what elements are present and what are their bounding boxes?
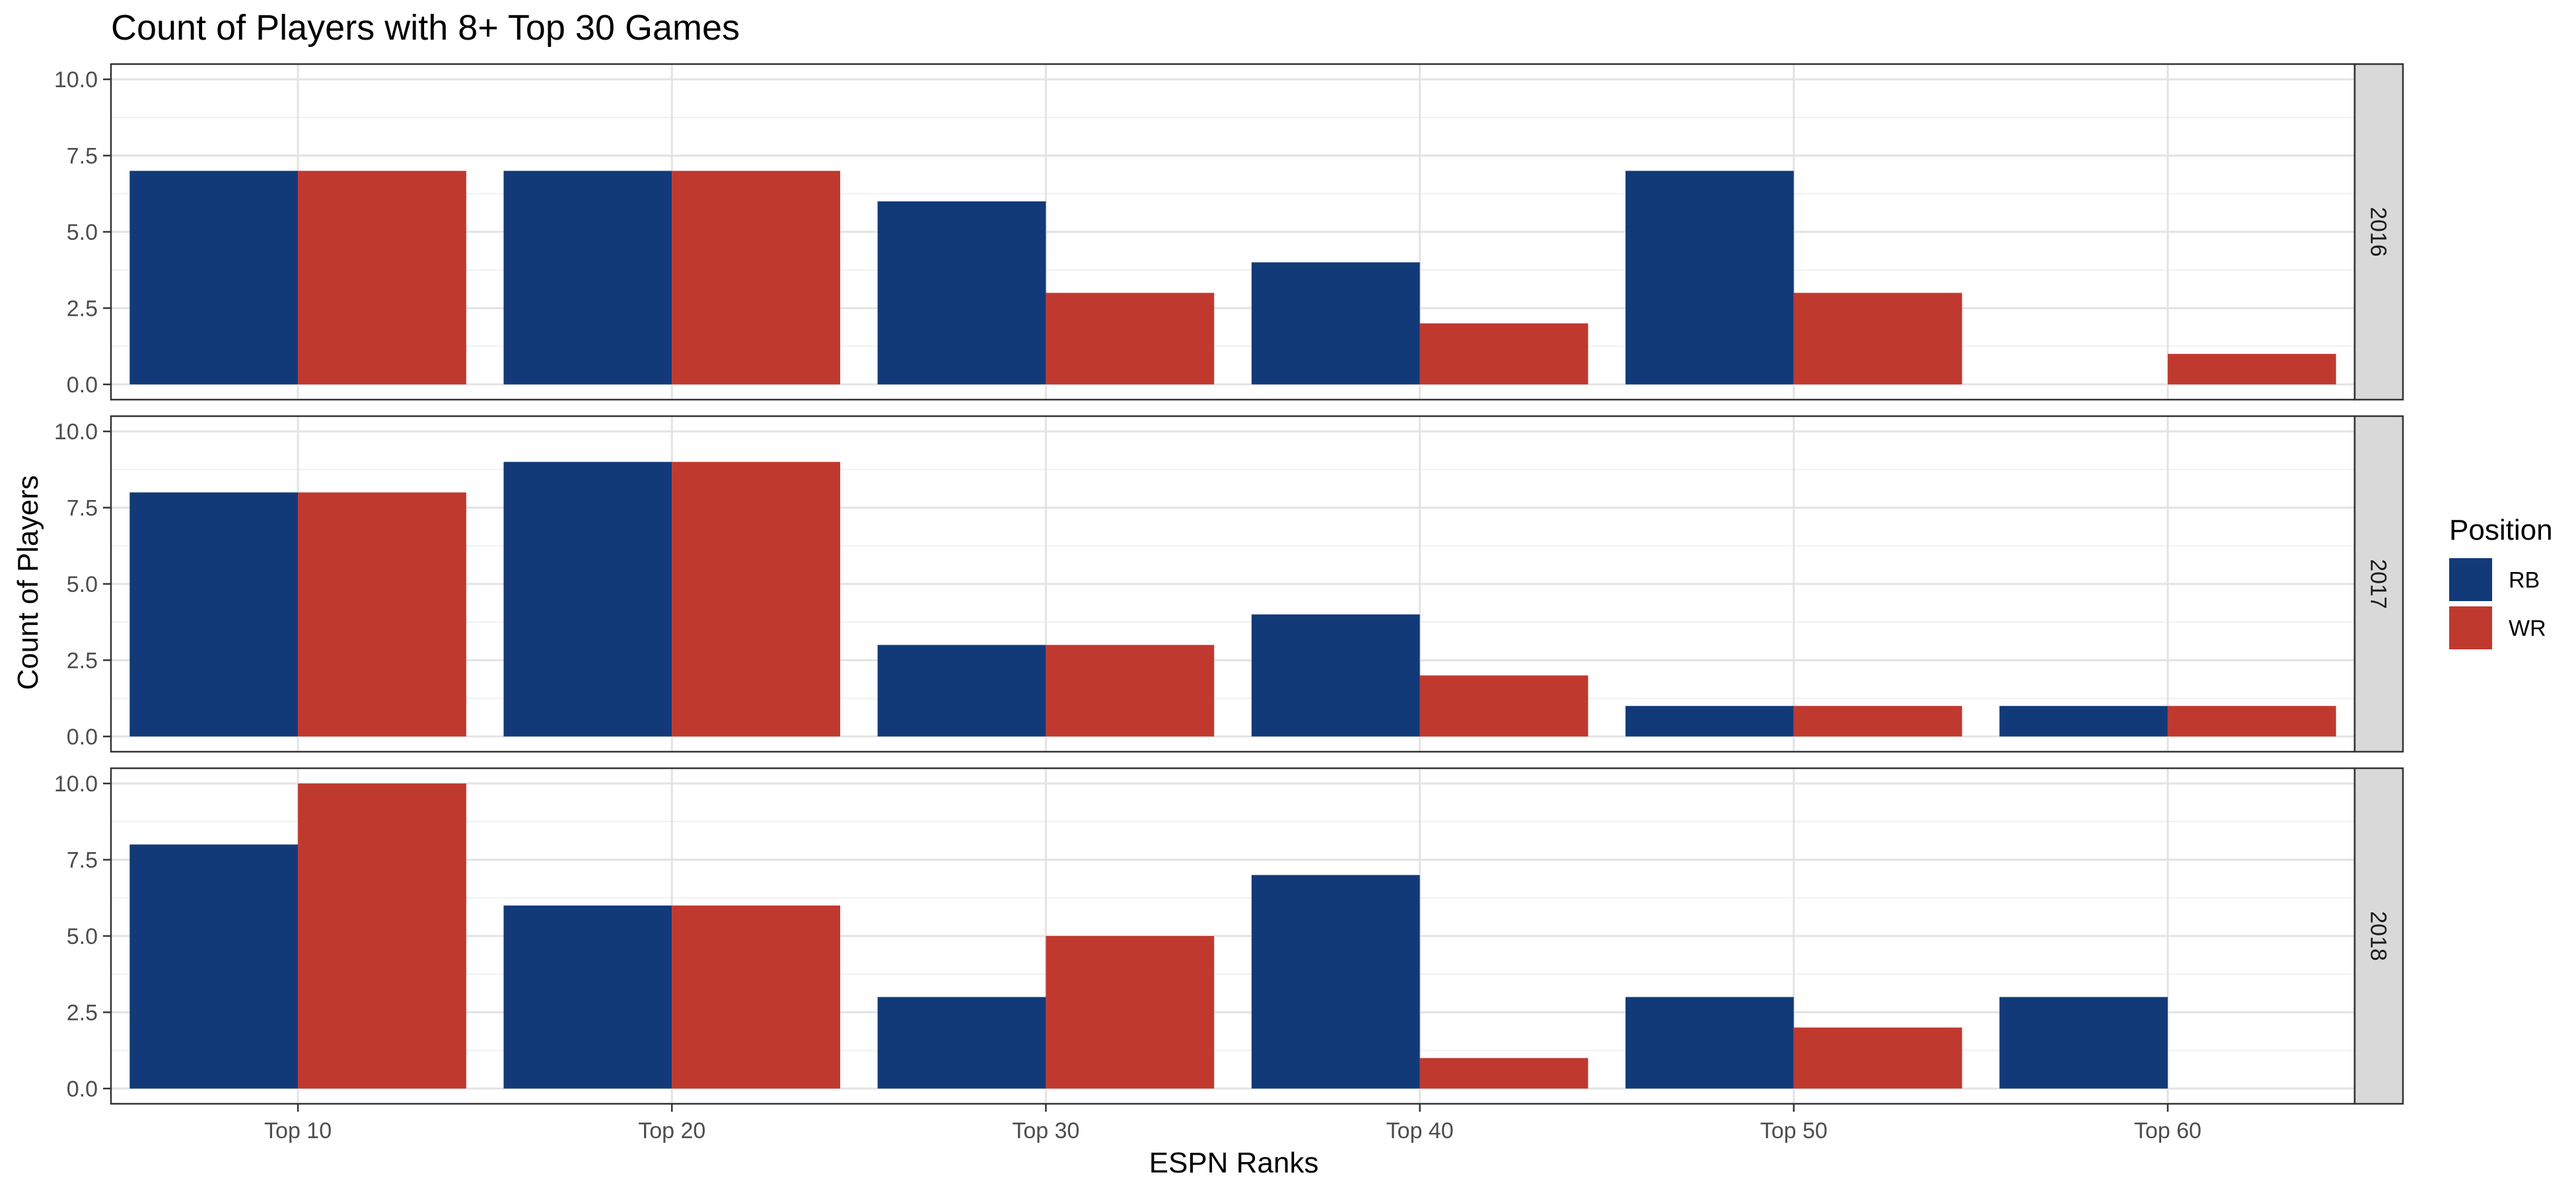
legend-key-wr [2449,606,2492,649]
bar-2016-RB-top-40 [1251,262,1420,384]
y-tick-label: 10.0 [54,67,98,92]
x-tick-label: Top 50 [1760,1118,1828,1143]
bar-2018-RB-top-40 [1251,875,1420,1089]
bar-2016-WR-top-50 [1793,293,1962,384]
bar-2017-RB-top-60 [1999,705,2168,737]
bar-2017-WR-top-60 [2167,705,2336,737]
y-tick-label: 5.0 [67,924,98,949]
y-tick-label: 10.0 [54,419,98,445]
bar-2017-WR-top-40 [1419,675,1589,737]
bar-2016-RB-top-20 [503,170,672,384]
legend-label-wr: WR [2509,616,2546,641]
bar-2018-RB-top-10 [129,844,299,1089]
y-tick-label: 0.0 [67,725,98,750]
y-tick-label: 5.0 [67,572,98,597]
y-tick-label: 2.5 [67,648,98,673]
facet-strip [2353,415,2404,753]
x-tick-label: Top 40 [1386,1118,1454,1143]
facet-panel-2018: 0.0 2.5 5.0 7.5 10.0 2018 [54,767,2404,1105]
legend-label-rb: RB [2509,568,2540,593]
bar-2017-RB-top-50 [1625,705,1794,737]
y-axis-title: Count of Players [12,475,44,690]
bar-2017-WR-top-50 [1793,705,1962,737]
bar-2018-RB-top-30 [877,997,1046,1089]
facet-panels: 0.0 2.5 5.0 7.5 10.0 2016 0.0 2.5 5.0 7.5 10.0 2017… [54,63,2404,1143]
bar-2018-WR-top-30 [1046,936,1215,1089]
x-axis-title: ESPN Ranks [1149,1147,1319,1179]
x-tick-label: Top 20 [638,1118,705,1143]
y-tick-label: 2.5 [67,1000,98,1025]
y-tick-label: 2.5 [67,296,98,321]
bar-2018-RB-top-20 [503,905,672,1089]
bar-2016-RB-top-10 [129,170,299,384]
bar-2017-WR-top-20 [672,462,841,737]
bar-2017-RB-top-40 [1251,614,1420,737]
chart-title: Count of Players with 8+ Top 30 Games [111,8,740,48]
legend: Position RB WR [2449,514,2553,649]
legend-title: Position [2449,514,2553,546]
bar-2017-RB-top-10 [129,492,299,737]
bar-2016-WR-top-10 [298,170,466,384]
facet-strip [2353,63,2404,401]
facet-strip-label: 2018 [2366,911,2391,961]
x-tick-label: Top 60 [2134,1118,2201,1143]
facet-panel-2016: 0.0 2.5 5.0 7.5 10.0 2016 [54,63,2404,401]
legend-key-rb [2449,558,2492,601]
bar-2018-WR-top-10 [298,783,466,1089]
y-tick-label: 7.5 [67,496,98,521]
y-tick-label: 5.0 [67,220,98,245]
bar-2017-WR-top-30 [1046,645,1215,737]
bar-2018-WR-top-40 [1419,1058,1589,1089]
y-tick-label: 7.5 [67,848,98,873]
bar-2016-RB-top-50 [1625,170,1794,384]
bar-2018-WR-top-20 [672,905,841,1089]
y-tick-label: 7.5 [67,144,98,169]
bar-2017-WR-top-10 [298,492,466,737]
x-tick-label: Top 10 [264,1118,332,1143]
facet-strip-label: 2016 [2366,207,2391,257]
x-axis: Top 10 Top 20 Top 30 Top 40 Top 50 Top 60 [264,1104,2201,1143]
facet-strip [2353,767,2404,1105]
bar-2018-RB-top-50 [1625,997,1794,1089]
facet-panel-2017: 0.0 2.5 5.0 7.5 10.0 2017 [54,415,2404,753]
x-tick-label: Top 30 [1012,1118,1079,1143]
bar-2016-WR-top-30 [1046,293,1215,384]
y-tick-label: 0.0 [67,373,98,398]
bar-2016-WR-top-40 [1419,323,1589,384]
bar-2016-RB-top-30 [877,201,1046,384]
bar-2016-WR-top-60 [2167,353,2336,384]
bar-2016-WR-top-20 [672,170,841,384]
facet-strip-label: 2017 [2366,559,2391,609]
bar-2018-RB-top-60 [1999,997,2168,1089]
bar-2018-WR-top-50 [1793,1027,1962,1089]
bar-2017-RB-top-30 [877,645,1046,737]
bar-2017-RB-top-20 [503,462,672,737]
y-tick-label: 0.0 [67,1077,98,1102]
y-tick-label: 10.0 [54,772,98,797]
